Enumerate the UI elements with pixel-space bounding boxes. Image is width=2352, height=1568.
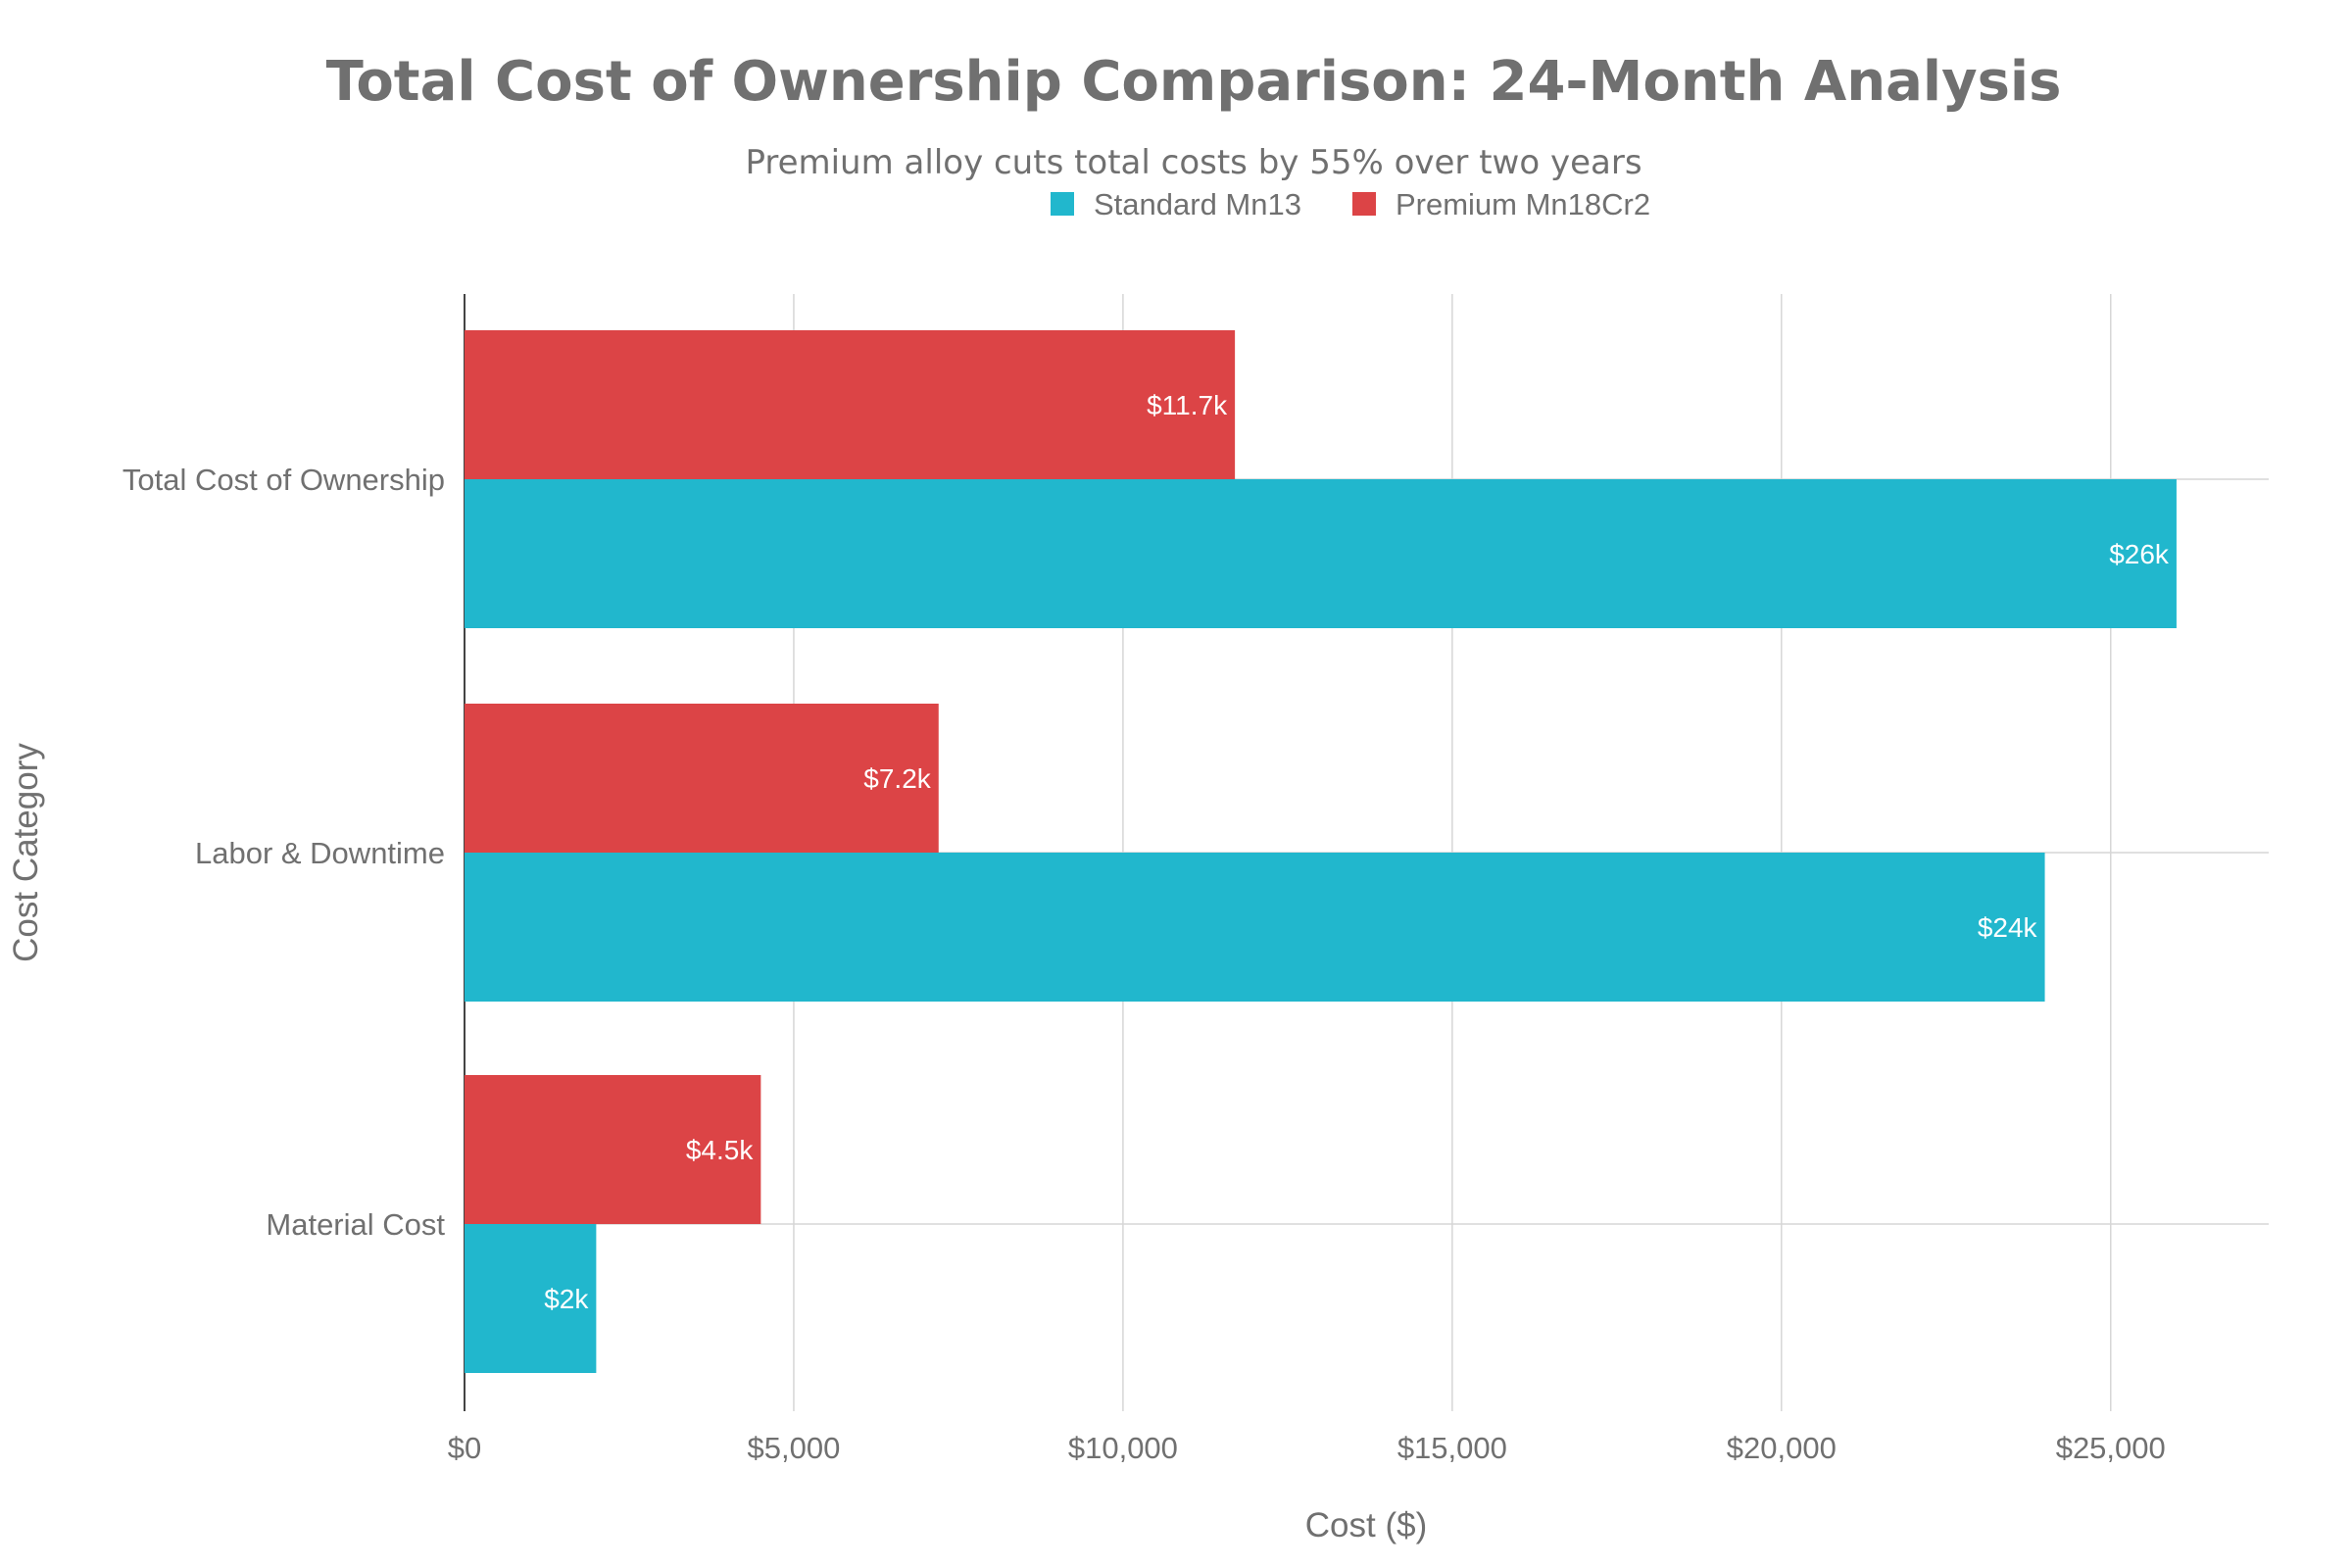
bars: $26k $11.7k $24k $7.2k $2k $4.5k — [465, 330, 2177, 1373]
bar-premium — [465, 704, 939, 853]
tick-labels: $0 $5,000 $10,000 $15,000 $20,000 $25,000 Tota… — [122, 463, 2166, 1465]
x-axis-title: Cost ($) — [1305, 1506, 1427, 1544]
legend-label: Premium Mn18Cr2 — [1396, 187, 1650, 221]
data-label: $4.5k — [686, 1135, 754, 1165]
legend-swatch — [1351, 192, 1376, 216]
x-tick-label: $20,000 — [1727, 1431, 1837, 1465]
y-tick-label: Material Cost — [266, 1207, 445, 1242]
y-axis-title: Cost Category — [7, 743, 45, 962]
data-label: $11.7k — [1147, 390, 1228, 420]
bar-standard — [465, 853, 2045, 1002]
bar-premium — [465, 1075, 761, 1224]
legend-swatch — [1051, 192, 1074, 216]
x-tick-label: $15,000 — [1397, 1431, 1507, 1465]
bar-standard — [465, 1224, 597, 1373]
x-tick-label: $5,000 — [748, 1431, 841, 1465]
legend-label: Standard Mn13 — [1094, 187, 1301, 221]
data-label: $2k — [544, 1284, 589, 1314]
x-tick-label: $25,000 — [2056, 1431, 2166, 1465]
chart-subtitle: Premium alloy cuts total costs by 55% ov… — [745, 143, 1642, 182]
x-tick-label: $0 — [448, 1431, 481, 1465]
y-tick-label: Total Cost of Ownership — [122, 463, 445, 497]
x-tick-label: $10,000 — [1068, 1431, 1178, 1465]
bar-premium — [465, 330, 1236, 479]
y-tick-label: Labor & Downtime — [195, 836, 445, 870]
legend: Standard Mn13 Premium Mn18Cr2 — [1051, 187, 1650, 221]
data-label: $26k — [2109, 539, 2170, 569]
data-label: $7.2k — [863, 763, 931, 794]
data-label: $24k — [1978, 912, 2038, 943]
chart-title: Total Cost of Ownership Comparison: 24-M… — [326, 50, 2062, 114]
bar-standard — [465, 479, 2177, 628]
